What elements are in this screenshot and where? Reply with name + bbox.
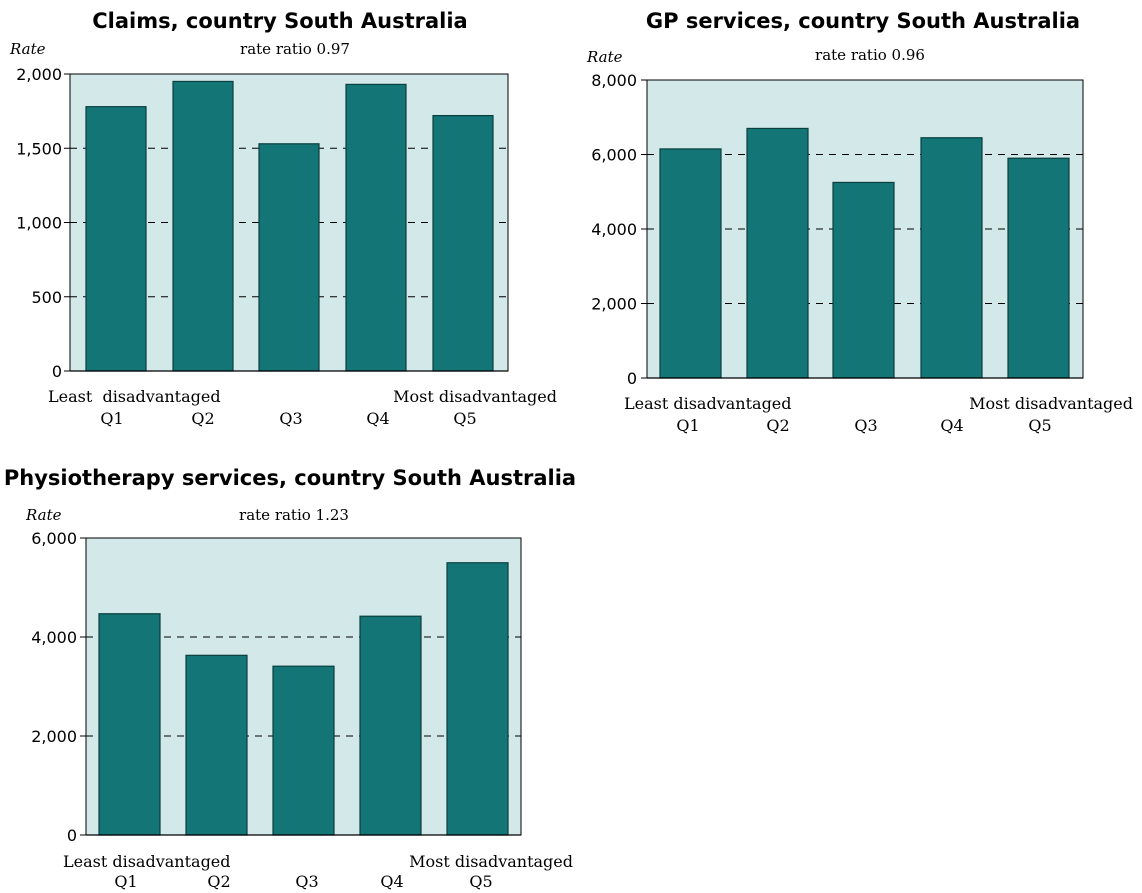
bar-q3	[272, 665, 335, 836]
bar-q2	[172, 80, 234, 372]
chart-title: Claims, country South Australia	[92, 9, 467, 33]
y-tick-label: 6,000	[591, 146, 637, 165]
y-tick-label: 0	[627, 369, 637, 388]
category-label-q5: Q5	[1028, 416, 1051, 435]
most-disadvantaged-label: Most disadvantaged	[393, 387, 557, 406]
category-label-q1: Q1	[114, 872, 137, 891]
chart-title: Physiotherapy services, country South Au…	[4, 466, 576, 490]
y-tick-label: 2,000	[16, 65, 62, 84]
category-label-q2: Q2	[766, 416, 789, 435]
bar-q4	[359, 615, 422, 836]
bar-q2	[746, 127, 809, 379]
bar-q4	[920, 137, 983, 379]
bar-q5	[432, 114, 494, 372]
category-label-q1: Q1	[676, 416, 699, 435]
bar-q2	[185, 654, 248, 836]
least-disadvantaged-label: Least disadvantaged	[63, 852, 231, 871]
y-tick-label: 1,000	[16, 214, 62, 233]
category-label-q1: Q1	[100, 409, 123, 428]
y-tick-label: 2,000	[31, 727, 77, 746]
category-label-q5: Q5	[469, 872, 492, 891]
bar-q3	[832, 181, 895, 379]
category-label-q3: Q3	[295, 872, 318, 891]
category-label-q2: Q2	[207, 872, 230, 891]
category-label-q3: Q3	[279, 409, 302, 428]
y-axis-label: Rate	[586, 48, 623, 66]
chart-title: GP services, country South Australia	[646, 9, 1080, 33]
most-disadvantaged-label: Most disadvantaged	[969, 394, 1133, 413]
category-label-q4: Q4	[366, 409, 389, 428]
chart-claims: Claims, country South Australia Rate rate …	[9, 9, 557, 428]
bar-q1	[98, 613, 161, 836]
category-label-q3: Q3	[854, 416, 877, 435]
rate-ratio-subtitle: rate ratio 1.23	[239, 506, 349, 524]
y-tick-label: 1,500	[16, 139, 62, 158]
bar-q5	[1007, 157, 1070, 379]
bar-q1	[659, 148, 722, 379]
y-tick-label: 6,000	[31, 529, 77, 548]
y-tick-label: 500	[31, 288, 62, 307]
most-disadvantaged-label: Most disadvantaged	[409, 852, 573, 871]
bar-q3	[258, 143, 320, 372]
least-disadvantaged-label: Least disadvantaged	[48, 387, 221, 406]
rate-ratio-subtitle: rate ratio 0.96	[815, 46, 925, 64]
y-tick-label: 4,000	[591, 220, 637, 239]
rate-ratio-subtitle: rate ratio 0.97	[240, 40, 350, 58]
bar-q5	[446, 562, 509, 836]
least-disadvantaged-label: Least disadvantaged	[624, 394, 792, 413]
category-label-q5: Q5	[453, 409, 476, 428]
y-tick-label: 2,000	[591, 295, 637, 314]
category-label-q4: Q4	[380, 872, 403, 891]
y-axis-label: Rate	[9, 40, 46, 58]
y-tick-label: 0	[67, 826, 77, 845]
chart-gp-services: GP services, country South Australia Rate…	[586, 9, 1133, 435]
category-label-q4: Q4	[940, 416, 963, 435]
y-axis-label: Rate	[25, 506, 62, 524]
bar-q1	[85, 106, 147, 372]
category-label-q2: Q2	[191, 409, 214, 428]
y-tick-label: 4,000	[31, 628, 77, 647]
y-tick-label: 8,000	[591, 71, 637, 90]
chart-physiotherapy-services: Physiotherapy services, country South Au…	[4, 466, 576, 891]
y-tick-label: 0	[52, 362, 62, 381]
bar-q4	[345, 83, 407, 372]
